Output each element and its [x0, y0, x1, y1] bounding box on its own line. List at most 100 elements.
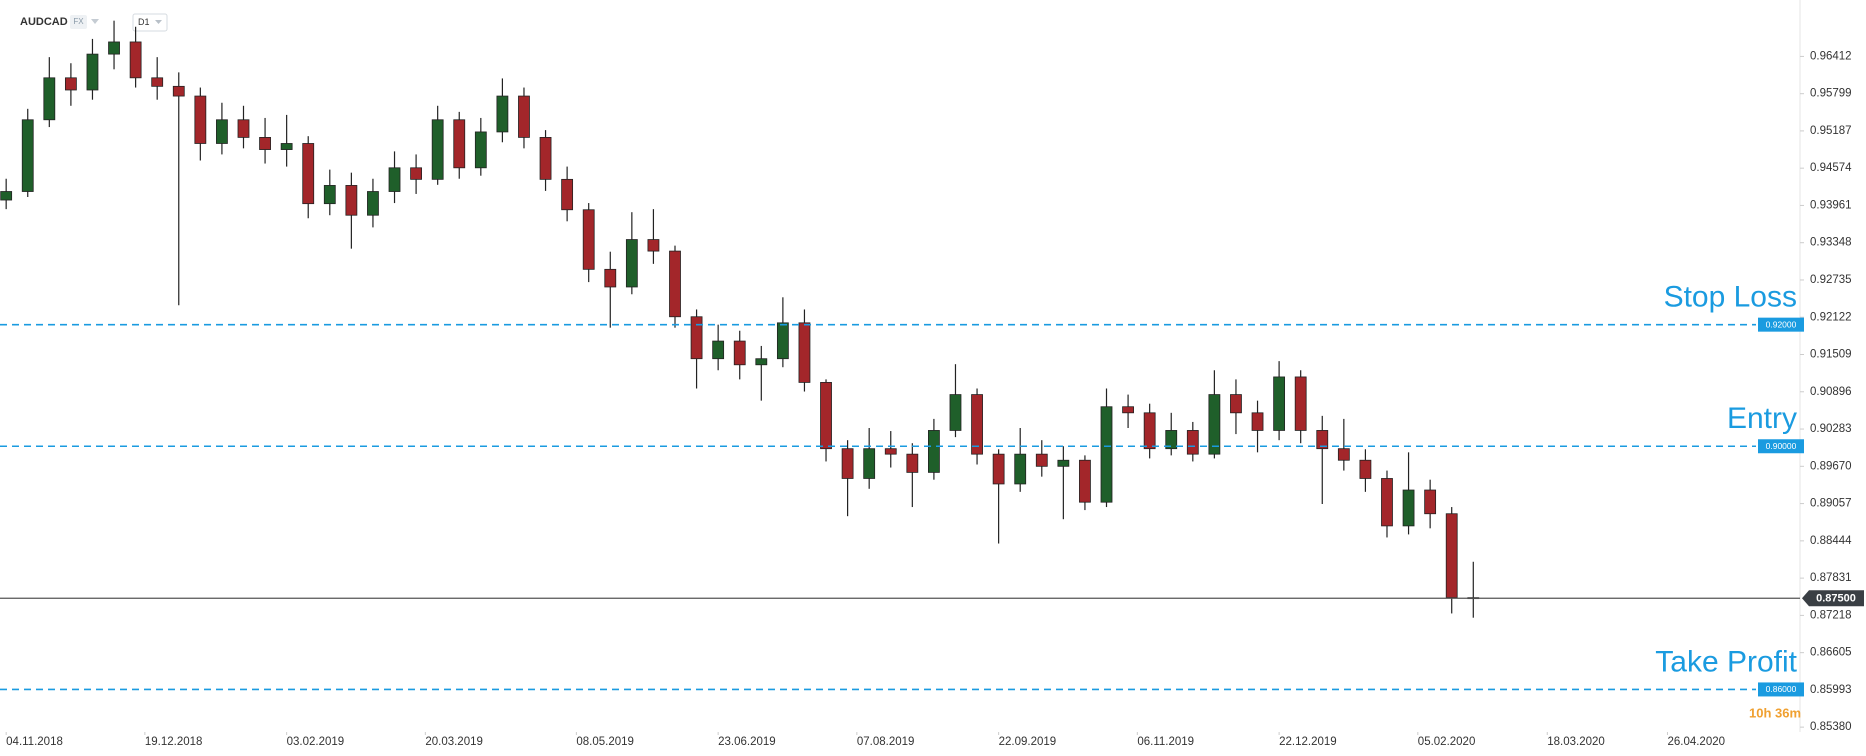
candle-body [1057, 459, 1070, 467]
level-label: 0.92000 [1766, 319, 1797, 329]
y-tick-label: 0.85380 [1810, 721, 1852, 733]
candle-body [259, 137, 271, 150]
candle-body [1251, 412, 1264, 431]
candle-body [172, 85, 185, 97]
candle-body [1143, 412, 1156, 450]
candle-body [647, 239, 660, 252]
candle-body [755, 358, 768, 366]
x-tick-label: 22.09.2019 [999, 736, 1057, 748]
candle-body [1337, 448, 1350, 461]
candle-body [1316, 430, 1329, 450]
candle-body [108, 41, 120, 55]
candle-body [690, 316, 703, 360]
level-name: Stop Loss [1664, 281, 1797, 314]
y-tick-label: 0.95187 [1810, 125, 1852, 137]
candle-body [1381, 478, 1393, 527]
current-price-box [1802, 590, 1864, 607]
candle-body [43, 77, 56, 121]
candle-body [216, 119, 228, 144]
candle-body [604, 268, 617, 288]
y-tick-label: 0.95799 [1810, 88, 1852, 100]
candle-body [863, 448, 876, 479]
candle-body [151, 77, 164, 87]
candle-body [971, 394, 983, 455]
level-name: Take Profit [1655, 645, 1797, 678]
x-tick-label: 07.08.2019 [857, 736, 915, 748]
market-badge [70, 15, 87, 29]
y-tick-label: 0.87831 [1810, 572, 1852, 584]
level-label: 0.90000 [1766, 441, 1797, 451]
x-tick-label: 03.02.2019 [287, 736, 345, 748]
dropdown-arrow [155, 20, 162, 24]
candle-body [0, 191, 13, 201]
y-tick-label: 0.92122 [1810, 311, 1852, 323]
candle-body [453, 119, 466, 169]
candle-body [1294, 376, 1307, 431]
candle-body [992, 453, 1005, 485]
y-tick-label: 0.92735 [1810, 274, 1852, 286]
x-tick-label: 08.05.2019 [576, 736, 634, 748]
timeframe: D1 [138, 17, 150, 27]
level-label-box [1758, 682, 1804, 697]
candle-body [1122, 406, 1134, 414]
candle-body [1165, 430, 1178, 450]
candle-body [884, 448, 897, 455]
candle-body [582, 209, 595, 270]
candles [0, 20, 1480, 618]
x-tick-label: 19.12.2018 [145, 736, 203, 748]
candle-body [625, 239, 638, 288]
candle-body [280, 143, 293, 150]
level-label-box [1758, 317, 1804, 332]
candle-body [21, 119, 34, 192]
candle-body [949, 394, 962, 431]
candle-body [323, 185, 336, 205]
header: AUDCAD FX D1 [20, 13, 168, 32]
candle-body [776, 322, 789, 360]
candle-body [712, 340, 725, 360]
level-name: Entry [1727, 402, 1797, 435]
candle-body [1230, 394, 1242, 414]
candle-body [733, 340, 746, 366]
x-tick-label: 22.12.2019 [1279, 736, 1337, 748]
candle-body [64, 77, 77, 91]
candle-body [561, 178, 574, 211]
timeframe-box[interactable] [132, 13, 168, 32]
candle-body [798, 322, 811, 383]
y-tick-label: 0.85993 [1810, 684, 1852, 696]
candle-body [539, 137, 552, 180]
level-label-box [1758, 439, 1804, 454]
candle-body [1035, 453, 1048, 467]
candle-body [1186, 430, 1199, 455]
y-tick-label: 0.90283 [1810, 423, 1852, 435]
x-tick-label: 05.02.2020 [1418, 736, 1476, 748]
candle-body [410, 167, 422, 180]
candle-body [237, 119, 250, 138]
y-tick-label: 0.89057 [1810, 498, 1852, 510]
y-tick-label: 0.94574 [1810, 162, 1852, 174]
candle-body [1359, 459, 1372, 479]
x-tick-label: 18.03.2020 [1547, 736, 1605, 748]
candle-body [906, 453, 919, 473]
x-tick-label: 04.11.2018 [6, 736, 63, 748]
dropdown-arrow [91, 19, 99, 24]
candle-body [1445, 513, 1458, 599]
y-tick-label: 0.86605 [1810, 647, 1852, 659]
countdown: 10h 36m [1749, 705, 1801, 720]
y-tick-label: 0.93961 [1810, 199, 1852, 211]
candle-body [1273, 376, 1286, 431]
y-tick-label: 0.88444 [1810, 535, 1852, 547]
y-tick-label: 0.96412 [1810, 50, 1852, 62]
x-tick-label: 20.03.2019 [425, 736, 483, 748]
candle-body [841, 448, 854, 479]
candle-body [496, 95, 509, 133]
x-tick-label: 06.11.2019 [1137, 736, 1194, 748]
candle-body [345, 185, 358, 216]
y-tick-label: 0.90896 [1810, 386, 1852, 398]
y-tick-label: 0.89670 [1810, 460, 1852, 472]
candle-body [129, 41, 142, 79]
current-price-label: 0.87500 [1816, 593, 1856, 605]
candle-body [669, 250, 681, 318]
candle-body [820, 382, 832, 450]
